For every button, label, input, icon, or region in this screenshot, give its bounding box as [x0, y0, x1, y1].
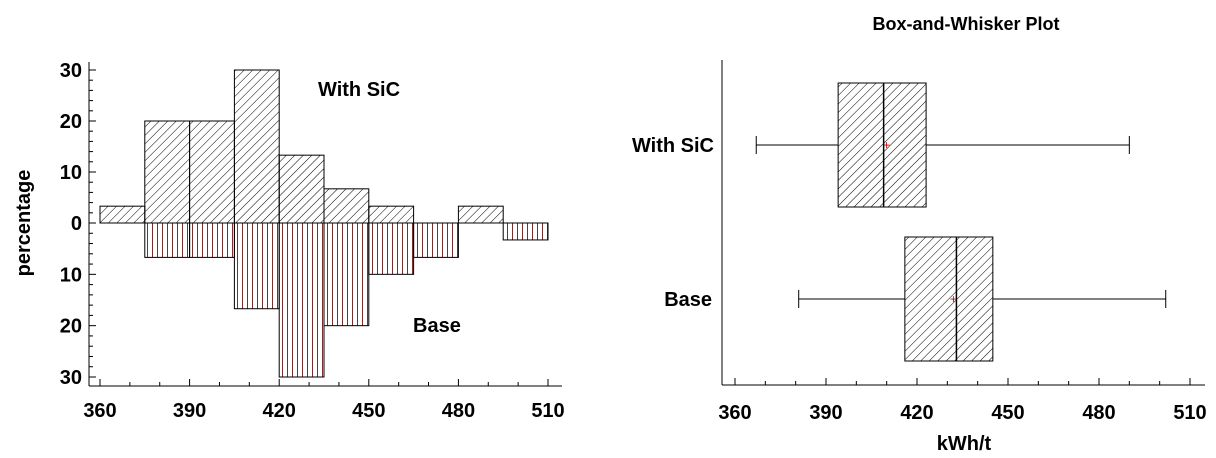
hist-ytick-label-down: 20	[60, 316, 82, 338]
hist-bar-with-sic-5	[323, 188, 370, 224]
histogram-chart: 0 10 20 30 10 20 30 360 390 420 450 480 510 percent…	[13, 60, 565, 422]
hist-y-ticks: 0 10 20 30 10 20 30	[60, 60, 96, 389]
hist-bar-base-7	[413, 222, 459, 258]
mean-marker-with-sic: +	[883, 138, 890, 152]
hist-ytick-label-down: 10	[60, 264, 82, 286]
hist-bar-base-4	[278, 222, 325, 378]
hist-bar-base-1	[144, 222, 191, 258]
hist-xtick-label: 360	[83, 400, 116, 422]
box-marks: + With SiC + Base	[632, 82, 1167, 362]
box-category-label-with-sic: With SiC	[632, 135, 714, 157]
hist-xtick-label: 450	[352, 400, 385, 422]
mean-marker-base: +	[950, 292, 957, 306]
box-xtick-label: 360	[718, 402, 751, 424]
hist-ytick-label-up: 30	[60, 60, 82, 82]
hist-series-label-base: Base	[413, 315, 461, 337]
hist-ytick-label-up: 10	[60, 162, 82, 184]
hist-bar-with-sic-4	[278, 154, 325, 224]
box-xtick-label: 480	[1082, 402, 1115, 424]
box-x-ticks: 360 390 420 450 480 510	[718, 378, 1207, 424]
hist-bar-base-3	[233, 222, 280, 310]
hist-bar-base-5	[323, 222, 370, 327]
boxplot-title: Box-and-Whisker Plot	[872, 14, 1059, 34]
hist-xtick-label: 420	[263, 400, 296, 422]
hist-bar-with-sic-1	[144, 120, 191, 224]
hist-bar-base-9	[502, 222, 549, 241]
hist-bar-with-sic-8	[457, 205, 504, 224]
hist-xtick-label: 390	[173, 400, 206, 422]
box-base	[904, 236, 994, 362]
hist-ylabel: percentage	[13, 170, 35, 277]
hist-bar-base-6	[368, 222, 415, 275]
box-xtick-label: 510	[1173, 402, 1206, 424]
box-xlabel: kWh/t	[937, 433, 992, 455]
hist-bar-with-sic-3	[233, 69, 280, 224]
box-xtick-label: 390	[809, 402, 842, 424]
hist-xtick-label: 480	[442, 400, 475, 422]
box-with-sic	[837, 82, 927, 208]
hist-bar-with-sic-6	[368, 205, 415, 224]
box-xtick-label: 450	[991, 402, 1024, 424]
hist-series-label-with-sic: With SiC	[318, 79, 400, 101]
hist-ytick-label-down: 30	[60, 367, 82, 389]
box-xtick-label: 420	[900, 402, 933, 424]
hist-bars	[99, 69, 549, 378]
hist-bar-with-sic-0	[99, 205, 146, 224]
hist-bar-with-sic-2	[189, 120, 235, 224]
hist-ytick-label-up: 20	[60, 111, 82, 133]
hist-xtick-label: 510	[531, 400, 564, 422]
hist-ytick-label-up: 0	[71, 213, 82, 235]
boxplot-chart: Box-and-Whisker Plot +With SiC+Base 360 3…	[632, 14, 1207, 455]
hist-x-ticks: 360 390 420 450 480 510	[83, 379, 565, 422]
hist-bar-base-2	[189, 222, 235, 258]
box-category-label-base: Base	[664, 289, 712, 311]
